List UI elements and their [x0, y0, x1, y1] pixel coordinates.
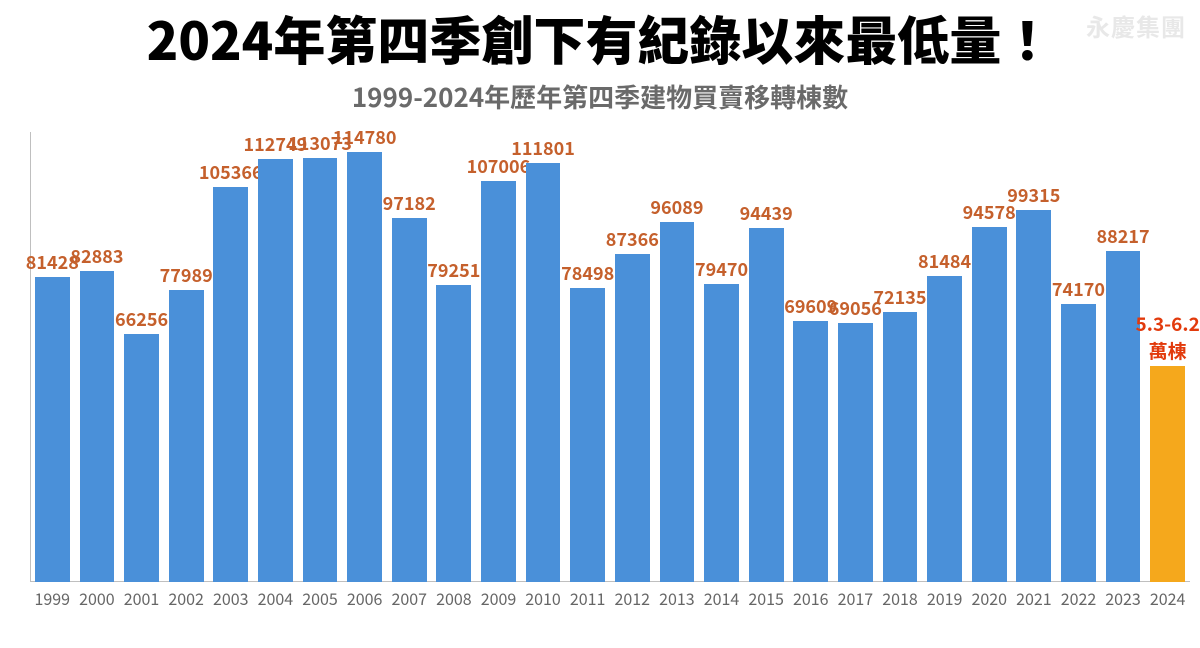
x-tick-label: 2019 [927, 586, 963, 610]
bar-label: 74170 [1052, 276, 1105, 302]
bar [570, 288, 605, 582]
x-tick-label: 2013 [659, 586, 695, 610]
bar [347, 152, 382, 582]
bar-label: 77989 [160, 262, 213, 288]
bar-slot: 107006 [476, 132, 521, 582]
bar [213, 187, 248, 582]
bar-label: 78498 [561, 260, 614, 286]
bar [436, 285, 471, 582]
bar [1106, 251, 1141, 582]
x-tick-label: 2004 [258, 586, 294, 610]
x-tick-label: 2007 [391, 586, 427, 610]
bar-slot: 82883 [75, 132, 120, 582]
bar-label: 97182 [383, 190, 436, 216]
x-tick-label: 2021 [1016, 586, 1052, 610]
bar-slot: 114780 [342, 132, 387, 582]
x-tick-label: 2006 [347, 586, 383, 610]
bar [793, 321, 828, 582]
x-tick-label: 1999 [35, 586, 71, 610]
chart-subtitle: 1999-2024年歷年第四季建物買賣移轉棟數 [0, 78, 1200, 115]
bar-slot: 72135 [878, 132, 923, 582]
plot-area: 8142882883662567798910536611274911307311… [30, 132, 1190, 582]
bar-slot: 79251 [432, 132, 477, 582]
bar [392, 218, 427, 582]
bar-label: 96089 [650, 194, 703, 220]
x-tick-label: 2015 [748, 586, 784, 610]
bar-slot: 99315 [1012, 132, 1057, 582]
bar-label: 94439 [740, 200, 793, 226]
bar [927, 276, 962, 582]
page-title: 2024年第四季創下有紀錄以來最低量！ [0, 0, 1200, 75]
bar-slot: 81428 [30, 132, 75, 582]
bar-label: 87366 [606, 226, 659, 252]
bar-label-highlight: 5.3-6.2萬棟 [1136, 310, 1200, 364]
bar [615, 254, 650, 582]
bar [526, 163, 561, 582]
x-tick-label: 2016 [793, 586, 829, 610]
bar-label: 81484 [918, 248, 971, 274]
x-ticks: 1999 2000 2001 2002 2003 2004 2005 2006 2007 2008… [30, 586, 1190, 608]
x-tick-label: 2009 [481, 586, 517, 610]
bar-label: 82883 [70, 243, 123, 269]
x-tick-label: 2022 [1061, 586, 1097, 610]
bar [80, 271, 115, 582]
bar-slot: 94439 [744, 132, 789, 582]
bar-slot: 5.3-6.2萬棟 [1145, 132, 1190, 582]
x-tick-label: 2024 [1150, 586, 1186, 610]
bar-slot: 94578 [967, 132, 1012, 582]
x-tick-label: 2010 [525, 586, 561, 610]
x-tick-label: 2018 [882, 586, 918, 610]
x-tick-label: 2008 [436, 586, 472, 610]
bar-slot: 69609 [788, 132, 833, 582]
bar [124, 334, 159, 582]
bar-slot: 105366 [208, 132, 253, 582]
x-tick-label: 2001 [124, 586, 160, 610]
x-tick-label: 2017 [838, 586, 874, 610]
bar [1061, 304, 1096, 582]
bars-container: 8142882883662567798910536611274911307311… [30, 132, 1190, 582]
bar-label: 88217 [1097, 223, 1150, 249]
bar-label: 66256 [115, 306, 168, 332]
x-tick-label: 2000 [79, 586, 115, 610]
bar-chart: 8142882883662567798910536611274911307311… [30, 132, 1190, 628]
bar [972, 227, 1007, 582]
bar-slot: 96089 [655, 132, 700, 582]
bar-label: 79251 [427, 257, 480, 283]
bar-slot: 113073 [298, 132, 343, 582]
x-tick-label: 2002 [168, 586, 204, 610]
bar-slot: 81484 [922, 132, 967, 582]
bar-slot: 74170 [1056, 132, 1101, 582]
x-tick-label: 2011 [570, 586, 606, 610]
bar-label: 79470 [695, 256, 748, 282]
x-tick-label: 2014 [704, 586, 740, 610]
bar [258, 159, 293, 582]
bar-highlight [1150, 366, 1185, 582]
bar-slot: 79470 [699, 132, 744, 582]
bar-label: 72135 [873, 284, 926, 310]
bar-slot: 87366 [610, 132, 655, 582]
x-tick-label: 2020 [971, 586, 1007, 610]
bar-label: 99315 [1007, 182, 1060, 208]
bar-slot: 77989 [164, 132, 209, 582]
x-tick-label: 2005 [302, 586, 338, 610]
x-tick-label: 2003 [213, 586, 249, 610]
x-tick-label: 2012 [615, 586, 651, 610]
bar [660, 222, 695, 582]
x-tick-label: 2023 [1105, 586, 1141, 610]
bar [883, 312, 918, 583]
bar-slot: 69056 [833, 132, 878, 582]
bar [35, 277, 70, 582]
bar [481, 181, 516, 582]
bar-slot: 66256 [119, 132, 164, 582]
bar [704, 284, 739, 582]
bar-slot: 111801 [521, 132, 566, 582]
bar-slot: 97182 [387, 132, 432, 582]
bar [749, 228, 784, 582]
bar-slot: 78498 [565, 132, 610, 582]
bar [169, 290, 204, 582]
bar [303, 158, 338, 582]
bar-slot: 112749 [253, 132, 298, 582]
bar [838, 323, 873, 582]
bar [1016, 210, 1051, 582]
